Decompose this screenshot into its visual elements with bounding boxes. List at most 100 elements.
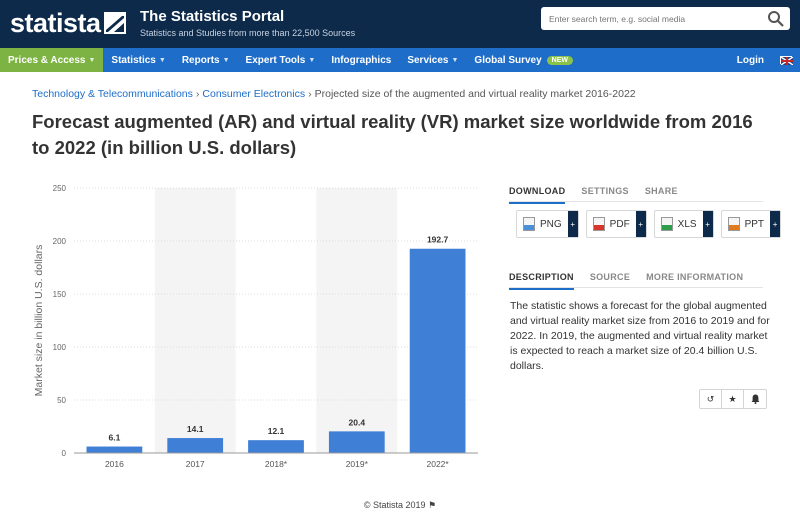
plus-icon[interactable]: +	[635, 211, 646, 237]
statistic-description: The statistic shows a forecast for the g…	[510, 300, 770, 372]
y-tick-label: 250	[53, 184, 67, 193]
search-box	[541, 7, 790, 30]
bar	[328, 431, 385, 453]
nav-statistics[interactable]: Statistics ▼	[103, 48, 173, 72]
credit-text: © Statista 2019	[363, 500, 426, 510]
download-ppt-button[interactable]: PPT +	[720, 210, 782, 238]
statistic-tools: ↺ ★	[699, 389, 767, 409]
ppt-file-icon	[727, 217, 740, 231]
portal-title: The Statistics Portal	[140, 8, 285, 25]
breadcrumb-separator: ›	[195, 88, 200, 100]
nav-infographics[interactable]: Infographics	[323, 48, 399, 72]
data-label: 12.1	[268, 426, 285, 436]
bar	[167, 438, 224, 453]
data-label: 14.1	[187, 424, 204, 434]
xls-file-icon	[660, 217, 673, 231]
y-tick-label: 200	[53, 237, 67, 246]
info-tabs: DESCRIPTION SOURCE MORE INFORMATION	[509, 272, 759, 290]
chevron-down-icon: ▼	[222, 56, 230, 64]
bell-icon[interactable]	[744, 390, 766, 408]
tab-source[interactable]: SOURCE	[589, 272, 631, 282]
nav-label: Global Survey	[474, 54, 542, 66]
png-file-icon	[523, 217, 535, 231]
download-tabs: DOWNLOAD SETTINGS SHARE	[509, 186, 694, 204]
download-label: PNG	[540, 218, 562, 230]
chevron-down-icon: ▼	[451, 56, 459, 64]
main-nav: Prices & Access ▼ Statistics ▼ Reports ▼ Ex…	[0, 48, 800, 72]
nav-prices-access[interactable]: Prices & Access ▼	[0, 48, 104, 72]
nav-global-survey[interactable]: Global Survey NEW	[466, 48, 581, 72]
nav-reports[interactable]: Reports ▼	[174, 48, 238, 72]
nav-label: Infographics	[331, 54, 392, 66]
download-label: PDF	[609, 218, 630, 230]
language-selector[interactable]	[772, 48, 800, 72]
download-label: XLS	[677, 218, 697, 230]
bar-chart: 0 50 100 150 200 250 Market size in billion U.…	[33, 184, 478, 469]
star-icon[interactable]: ★	[722, 390, 744, 408]
tab-description[interactable]: DESCRIPTION	[509, 272, 574, 290]
nav-expert-tools[interactable]: Expert Tools ▼	[238, 48, 324, 72]
search-input[interactable]	[541, 13, 766, 24]
y-axis-label: Market size in billion U.S. dollars	[33, 245, 45, 397]
flag-icon[interactable]: ⚑	[428, 500, 437, 510]
logo-mark-icon	[103, 12, 126, 34]
x-tick-label: 2022*	[426, 459, 449, 469]
breadcrumb-current: Projected size of the augmented and virt…	[314, 88, 636, 100]
logo-text: statista	[10, 7, 101, 38]
page-title: Forecast augmented (AR) and virtual real…	[32, 111, 753, 158]
search-icon[interactable]	[766, 9, 786, 29]
nav-services[interactable]: Services ▼	[399, 48, 466, 72]
breadcrumb-link-technology[interactable]: Technology & Telecommunications	[32, 88, 193, 100]
history-icon[interactable]: ↺	[700, 390, 722, 408]
data-label: 20.4	[349, 417, 366, 427]
chevron-down-icon: ▼	[308, 56, 316, 64]
tab-settings[interactable]: SETTINGS	[581, 186, 629, 196]
column-band	[154, 188, 236, 453]
uk-flag-icon	[780, 56, 793, 65]
x-tick-label: 2019*	[346, 459, 369, 469]
statista-logo[interactable]: statista	[10, 6, 126, 40]
chevron-down-icon: ▼	[88, 56, 96, 64]
breadcrumb-link-consumer-electronics[interactable]: Consumer Electronics	[202, 88, 306, 100]
breadcrumb: Technology & Telecommunications › Consumer…	[32, 88, 636, 100]
tab-download[interactable]: DOWNLOAD	[509, 186, 566, 204]
column-band	[316, 188, 398, 453]
x-tick-label: 2017	[186, 459, 205, 469]
download-pdf-button[interactable]: PDF +	[585, 210, 647, 238]
tab-share[interactable]: SHARE	[644, 186, 678, 196]
nav-label: Prices & Access	[8, 54, 86, 66]
bar	[409, 248, 466, 453]
y-tick-label: 0	[62, 449, 67, 458]
nav-label: Statistics	[111, 54, 156, 66]
chevron-down-icon: ▼	[158, 56, 166, 64]
tab-divider	[509, 201, 763, 202]
login-label: Login	[736, 54, 764, 66]
login-link[interactable]: Login	[729, 48, 772, 72]
y-tick-label: 100	[53, 343, 67, 352]
tab-divider	[509, 287, 763, 288]
download-png-button[interactable]: PNG +	[516, 210, 579, 238]
x-tick-label: 2016	[105, 459, 124, 469]
top-header: statista The Statistics Portal Statistic…	[0, 0, 800, 48]
new-badge: NEW	[546, 55, 574, 65]
nav-label: Reports	[181, 54, 220, 66]
pdf-file-icon	[592, 217, 605, 231]
data-label: 6.1	[108, 433, 120, 443]
plus-icon[interactable]: +	[567, 211, 578, 237]
plus-icon[interactable]: +	[702, 211, 713, 237]
y-tick-label: 150	[53, 290, 67, 299]
tab-more-information[interactable]: MORE INFORMATION	[646, 272, 744, 282]
portal-subtitle: Statistics and Studies from more than 22…	[140, 28, 356, 38]
x-tick-label: 2018*	[265, 459, 288, 469]
bar	[248, 440, 304, 453]
portal-heading: The Statistics Portal Statistics and Stu…	[140, 8, 355, 38]
download-label: PPT	[744, 218, 765, 230]
nav-label: Expert Tools	[245, 54, 306, 66]
plus-icon[interactable]: +	[770, 211, 781, 237]
data-label: 192.7	[427, 235, 449, 245]
download-xls-button[interactable]: XLS +	[653, 210, 714, 238]
download-buttons: PNG + PDF + XLS + PPT +	[516, 210, 788, 238]
y-tick-label: 50	[57, 396, 66, 405]
bar	[86, 446, 143, 453]
statista-credit: © Statista 2019 ⚑	[0, 500, 800, 511]
